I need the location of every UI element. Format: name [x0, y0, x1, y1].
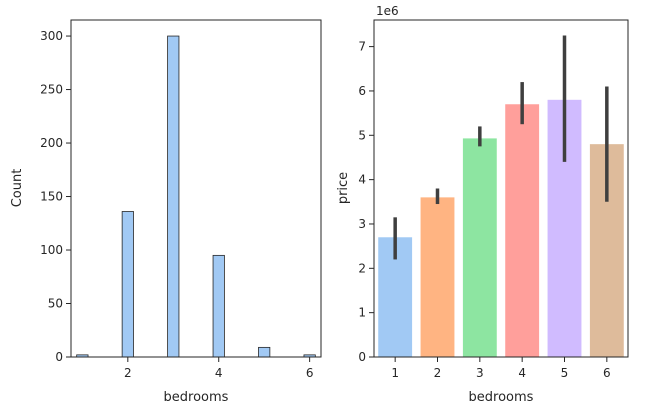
histogram-y-tick-label: 50	[48, 297, 63, 311]
price-error-bars	[393, 35, 609, 260]
histogram-bars	[76, 35, 316, 358]
price-bar-chart: 0 1 2 3 4 5 6 7 1 2 3 4 5 6 1e6 bedrooms price	[336, 4, 629, 405]
price-y-tick-label: 3	[358, 217, 366, 231]
price-y-offset-text: 1e6	[376, 4, 399, 18]
price-y-axis-label: price	[336, 172, 351, 204]
price-y-tick-label: 1	[358, 306, 366, 320]
price-axes-frame	[373, 19, 629, 358]
price-x-tick-label: 1	[391, 366, 399, 380]
price-x-tick-label: 3	[476, 366, 484, 380]
price-x-tick-label: 5	[561, 366, 569, 380]
price-x-ticks: 1 2 3 4 5 6	[391, 357, 611, 380]
price-bar	[462, 138, 497, 357]
price-bar	[505, 104, 540, 357]
histogram-y-tick-label: 100	[40, 243, 63, 257]
histogram-x-tick-label: 2	[124, 366, 132, 380]
price-y-tick-label: 0	[358, 350, 366, 364]
price-y-tick-label: 5	[358, 128, 366, 142]
price-bar	[420, 197, 455, 357]
histogram-y-tick-label: 250	[40, 83, 63, 97]
price-x-tick-label: 4	[518, 366, 526, 380]
price-y-tick-label: 6	[358, 84, 366, 98]
histogram-x-tick-label: 4	[215, 366, 223, 380]
price-y-tick-label: 2	[358, 261, 366, 275]
histogram-bar	[167, 35, 180, 358]
price-x-tick-label: 2	[434, 366, 442, 380]
histogram-y-tick-label: 300	[40, 29, 63, 43]
histogram-y-tick-label: 150	[40, 190, 63, 204]
histogram-bar	[121, 211, 134, 358]
histogram-y-tick-label: 0	[55, 350, 63, 364]
price-y-tick-label: 4	[358, 173, 366, 187]
price-y-tick-label: 7	[358, 40, 366, 54]
histogram-bar	[258, 346, 271, 358]
histogram-bar	[212, 254, 225, 358]
price-bars	[378, 99, 624, 357]
histogram-y-axis-label: Count	[10, 169, 25, 208]
histogram-chart: 0 50 100 150 200 250 300 2 4 6 bedrooms Count	[10, 19, 322, 405]
histogram-y-tick-label: 200	[40, 136, 63, 150]
histogram-x-axis-label: bedrooms	[164, 390, 229, 405]
histogram-axes-frame	[70, 19, 322, 358]
histogram-x-ticks: 2 4 6	[124, 357, 313, 380]
histogram-x-tick-label: 6	[306, 366, 314, 380]
histogram-y-ticks: 0 50 100 150 200 250 300	[40, 29, 71, 364]
price-y-ticks: 0 1 2 3 4 5 6 7	[358, 40, 374, 364]
price-x-axis-label: bedrooms	[469, 390, 534, 405]
price-x-tick-label: 6	[603, 366, 611, 380]
